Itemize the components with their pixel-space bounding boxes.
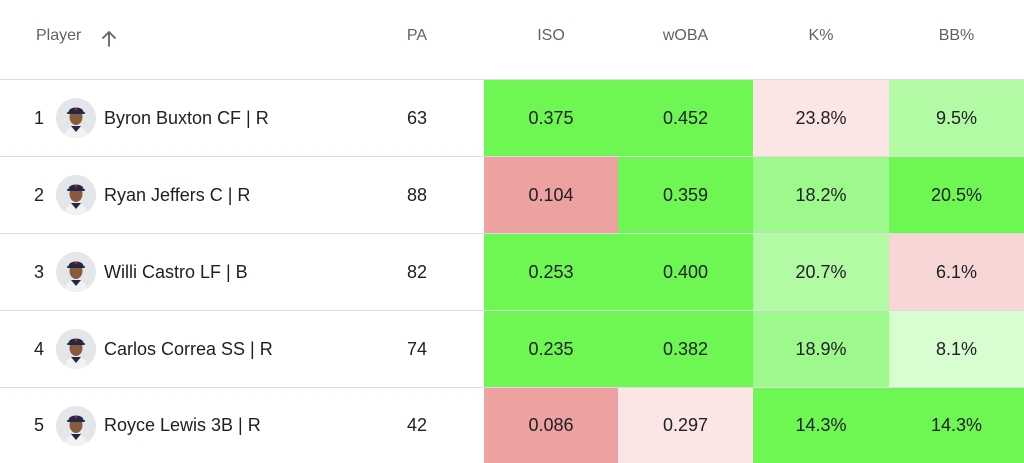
table-body: 1 Byron Buxton CF | R 63 0.375 0.452 23.…	[0, 80, 1024, 463]
player-cell: 3 Willi Castro LF | B	[0, 234, 350, 310]
player-name[interactable]: Willi Castro LF | B	[104, 261, 248, 282]
woba-cell: 0.297	[618, 388, 753, 463]
player-avatar	[56, 252, 96, 292]
iso-cell: 0.375	[484, 80, 618, 156]
player-avatar	[56, 329, 96, 369]
table-row[interactable]: 1 Byron Buxton CF | R 63 0.375 0.452 23.…	[0, 80, 1024, 157]
bb-pct-cell: 6.1%	[889, 234, 1024, 310]
woba-cell: 0.400	[618, 234, 753, 310]
bb-pct-cell: 14.3%	[889, 388, 1024, 463]
player-avatar	[56, 405, 96, 446]
pa-cell: 88	[406, 184, 427, 205]
k-pct-cell: 20.7%	[753, 234, 889, 310]
table-row[interactable]: 5 Royce Lewis 3B | R 42 0.086 0.297 14.3…	[0, 388, 1024, 463]
rank-number: 1	[34, 107, 45, 128]
k-pct-cell: 23.8%	[753, 80, 889, 156]
player-cell: 2 Ryan Jeffers C | R	[0, 157, 350, 233]
iso-cell: 0.104	[484, 157, 618, 233]
pa-cell: 63	[406, 107, 427, 128]
iso-cell: 0.235	[484, 311, 618, 387]
woba-cell: 0.359	[618, 157, 753, 233]
rank-number: 2	[34, 184, 45, 205]
arrow-up-icon[interactable]	[99, 29, 119, 49]
bb-pct-cell: 9.5%	[889, 80, 1024, 156]
k-pct-cell: 18.2%	[753, 157, 889, 233]
bb-pct-cell: 20.5%	[889, 157, 1024, 233]
pa-cell: 42	[406, 415, 427, 435]
pa-cell: 74	[406, 338, 427, 359]
rank-number: 4	[34, 338, 45, 359]
column-header-iso[interactable]: ISO	[537, 27, 565, 44]
iso-cell: 0.086	[484, 388, 618, 463]
rank-number: 5	[34, 415, 45, 435]
player-cell: 1 Byron Buxton CF | R	[0, 80, 350, 156]
pa-cell: 82	[406, 261, 427, 282]
woba-cell: 0.452	[618, 80, 753, 156]
column-header-pa[interactable]: PA	[406, 27, 428, 44]
bb-pct-cell: 8.1%	[889, 311, 1024, 387]
player-name[interactable]: Ryan Jeffers C | R	[104, 184, 251, 205]
k-pct-cell: 14.3%	[753, 388, 889, 463]
table-header: Player PA ISO wOBA K% BB%	[0, 0, 1024, 80]
player-cell: 5 Royce Lewis 3B | R	[0, 388, 350, 463]
column-header-woba[interactable]: wOBA	[662, 27, 709, 44]
table-row[interactable]: 2 Ryan Jeffers C | R 88 0.104 0.359 18.2…	[0, 157, 1024, 234]
player-cell: 4 Carlos Correa SS | R	[0, 311, 350, 387]
player-avatar	[56, 98, 96, 138]
table-row[interactable]: 3 Willi Castro LF | B 82 0.253 0.400 20.…	[0, 234, 1024, 311]
player-avatar	[56, 175, 96, 215]
k-pct-cell: 18.9%	[753, 311, 889, 387]
iso-cell: 0.253	[484, 234, 618, 310]
woba-cell: 0.382	[618, 311, 753, 387]
player-name[interactable]: Carlos Correa SS | R	[104, 338, 273, 359]
column-header-k-pct[interactable]: K%	[808, 27, 834, 44]
player-name[interactable]: Byron Buxton CF | R	[104, 107, 269, 128]
column-header-player-label: Player	[36, 27, 82, 44]
column-header-bb-pct[interactable]: BB%	[938, 27, 975, 44]
player-name[interactable]: Royce Lewis 3B | R	[104, 415, 261, 435]
table-row[interactable]: 4 Carlos Correa SS | R 74 0.235 0.382 18…	[0, 311, 1024, 388]
column-header-player[interactable]: Player	[0, 0, 350, 49]
rank-number: 3	[34, 261, 45, 282]
